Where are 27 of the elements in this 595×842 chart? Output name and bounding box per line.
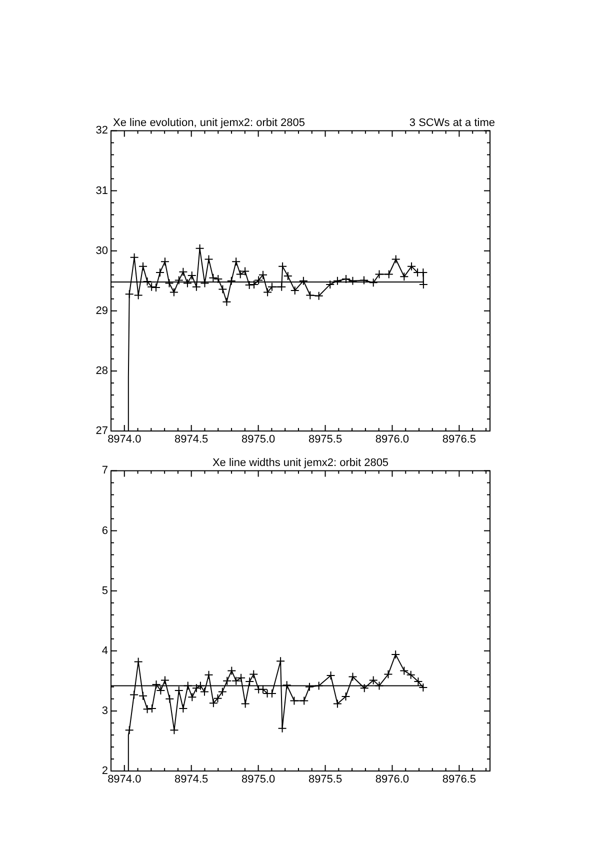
y-tick-label: 5 — [102, 584, 108, 597]
x-tick-label: 8976.5 — [442, 434, 476, 446]
x-tick-label: 8974.0 — [108, 774, 142, 786]
y-tick-label: 6 — [102, 524, 108, 537]
x-tick-label: 8974.5 — [174, 774, 208, 786]
x-tick-label: 8976.5 — [442, 774, 476, 786]
x-tick-label: 8976.0 — [375, 774, 410, 786]
y-tick-label: 4 — [102, 644, 108, 657]
y-tick-label: 31 — [96, 184, 108, 197]
x-tick-label: 8974.0 — [108, 434, 142, 446]
chart-title: Xe line evolution, unit jemx2: orbit 2805 — [113, 117, 306, 130]
x-tick-label: 8975.0 — [241, 774, 276, 786]
y-tick-label: 7 — [102, 464, 108, 477]
x-tick-label: 8975.5 — [308, 434, 342, 446]
y-tick-label: 29 — [96, 304, 108, 317]
y-tick-label: 2 — [102, 765, 108, 778]
x-tick-label: 8974.5 — [174, 434, 208, 446]
x-tick-label: 8976.0 — [375, 434, 410, 446]
x-tick-label: 8975.5 — [308, 774, 342, 786]
chart-subtitle: 3 SCWs at a time — [409, 117, 495, 130]
y-tick-label: 3 — [102, 704, 108, 717]
y-tick-label: 28 — [96, 364, 108, 377]
x-tick-label: 8975.0 — [241, 434, 276, 446]
y-tick-label: 30 — [96, 244, 108, 257]
chart-title: Xe line widths unit jemx2: orbit 2805 — [212, 457, 389, 470]
y-tick-label: 32 — [96, 124, 108, 137]
y-tick-label: 27 — [96, 425, 108, 438]
